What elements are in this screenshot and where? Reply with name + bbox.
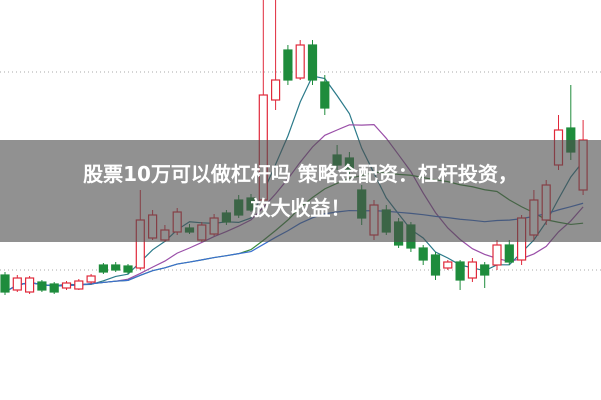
candle-down [37, 281, 47, 291]
candle-up [271, 79, 281, 101]
candle-up [295, 44, 305, 79]
candle-up [86, 275, 96, 283]
candle-down [111, 264, 121, 271]
headline-banner: 股票10万可以做杠杆吗 策略金配资：杠杆投资， 放大收益！ [0, 140, 601, 242]
candle-down [320, 81, 330, 109]
candle-up [492, 244, 502, 266]
headline-line-1: 股票10万可以做杠杆吗 策略金配资：杠杆投资， [83, 162, 518, 186]
candle-down [307, 44, 318, 81]
candle-up [12, 277, 22, 291]
candle-up [443, 261, 453, 269]
candle-down [430, 254, 441, 276]
candle-up [61, 282, 72, 289]
candle-down [0, 274, 10, 293]
candle-down [504, 244, 514, 263]
candle-down [418, 247, 428, 261]
candle-down [49, 283, 59, 293]
candle-down [283, 49, 293, 81]
candle-up [25, 277, 35, 293]
candle-down [98, 264, 109, 273]
candle-up [467, 261, 477, 279]
headline-line-2: 放大收益！ [250, 196, 351, 220]
candle-down [455, 261, 465, 281]
candle-up [74, 280, 84, 290]
candle-down [123, 265, 133, 273]
candle-down [480, 264, 490, 276]
